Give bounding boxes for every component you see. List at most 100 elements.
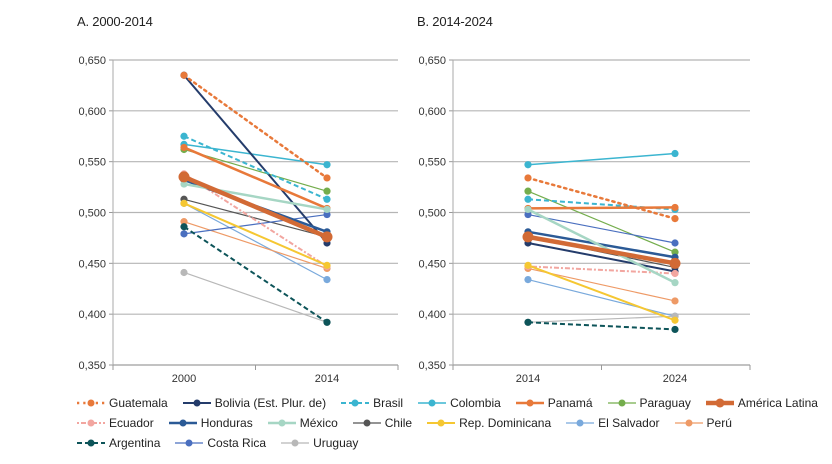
- series-rep-dominicana: [180, 199, 331, 269]
- legend-item: Uruguay: [280, 436, 358, 450]
- legend-label: Brasil: [373, 396, 404, 410]
- data-point: [671, 269, 679, 278]
- data-point: [524, 161, 532, 169]
- series-line: [527, 230, 676, 259]
- legend-item: Costa Rica: [174, 436, 266, 450]
- y-tick-label: 0,450: [418, 258, 446, 270]
- data-point: [671, 316, 679, 324]
- legend-item: Rep. Dominicana: [426, 416, 551, 430]
- legend-swatch: [515, 399, 544, 407]
- data-point: [180, 71, 188, 79]
- data-point: [671, 325, 679, 334]
- series-uruguay: [180, 268, 331, 326]
- y-tick-label: 0,350: [418, 360, 446, 372]
- legend-swatch: [175, 439, 204, 447]
- series-line: [183, 202, 328, 267]
- legend-item: América Latina: [705, 396, 818, 410]
- series-america-latina: [522, 231, 681, 269]
- legend-label: Colombia: [450, 396, 501, 410]
- series-line: [183, 74, 328, 244]
- data-point: [669, 257, 681, 269]
- legend-item: México: [267, 416, 338, 430]
- legend-label: El Salvador: [598, 416, 660, 430]
- data-point: [323, 210, 331, 219]
- data-point: [323, 318, 331, 326]
- data-point: [180, 268, 188, 277]
- x-tick-label: 2014: [315, 373, 339, 385]
- legend-label: América Latina: [737, 396, 818, 410]
- legend-row: Ecuador Honduras México Chile Rep. Dominican…: [76, 413, 796, 433]
- legend-item: Honduras: [168, 416, 253, 430]
- series-line: [527, 315, 676, 323]
- legend-item: Bolivia (Est. Plur. de): [182, 396, 326, 410]
- legend-label: Perú: [706, 416, 732, 430]
- legend-swatch: [427, 419, 456, 427]
- legend-item: Panamá: [515, 396, 593, 410]
- series-mexico: [524, 205, 679, 287]
- series-costa-rica: [180, 210, 331, 238]
- legend-swatch: [352, 419, 381, 427]
- series-line: [183, 135, 328, 201]
- series-line: [527, 264, 676, 322]
- legend-item: Chile: [352, 416, 412, 430]
- legend-item: Argentina: [76, 436, 160, 450]
- data-point: [671, 149, 679, 158]
- data-point: [180, 199, 188, 207]
- legend-label: Argentina: [109, 436, 161, 450]
- series-line: [183, 225, 328, 324]
- data-point: [671, 215, 679, 223]
- series-line: [527, 152, 676, 166]
- series-line: [183, 271, 328, 323]
- legend-swatch: [182, 399, 211, 407]
- legend-label: Bolivia (Est. Plur. de): [214, 396, 327, 410]
- legend-label: Guatemala: [109, 396, 168, 410]
- data-point: [524, 261, 532, 269]
- data-point: [180, 132, 188, 140]
- data-point: [524, 195, 532, 203]
- data-point: [180, 223, 188, 231]
- legend-swatch: [77, 439, 105, 447]
- y-tick-label: 0,500: [78, 208, 106, 220]
- data-point: [524, 318, 532, 326]
- y-tick-label: 0,550: [418, 157, 446, 169]
- panel-title-a: A. 2000-2014: [77, 14, 153, 29]
- series-line: [183, 213, 328, 235]
- data-point: [323, 205, 331, 214]
- data-point: [321, 231, 333, 243]
- series-line: [183, 221, 328, 269]
- x-tick-label: 2014: [516, 373, 540, 385]
- slope-charts: 0,350 0,400 0,450 0,500 0,550 0,600 0,650 2000 2…: [78, 55, 751, 385]
- data-point: [524, 276, 532, 284]
- data-point: [524, 174, 532, 182]
- legend-label: Uruguay: [313, 436, 359, 450]
- legend-item: Ecuador: [76, 416, 154, 430]
- series-brasil: [180, 132, 331, 203]
- series-line: [182, 74, 329, 180]
- legend-swatch: [281, 439, 310, 447]
- series-argentina: [524, 318, 679, 334]
- data-point: [671, 203, 679, 212]
- series-argentina: [180, 223, 331, 326]
- legend-label: México: [299, 416, 338, 430]
- legend-item: Guatemala: [76, 396, 168, 410]
- data-point: [323, 161, 331, 169]
- legend-swatch: [341, 399, 370, 407]
- legend-swatch: [566, 419, 595, 427]
- data-point: [180, 218, 188, 226]
- legend-swatch: [674, 419, 703, 427]
- y-tick-label: 0,550: [78, 157, 106, 169]
- data-point: [522, 231, 534, 243]
- series-line: [183, 198, 328, 238]
- data-point: [323, 276, 331, 284]
- legend-item: Perú: [674, 416, 732, 430]
- data-point: [671, 297, 679, 305]
- data-point: [323, 261, 331, 269]
- legend-label: Rep. Dominicana: [459, 416, 552, 430]
- data-point: [178, 171, 190, 183]
- data-point: [180, 180, 188, 188]
- data-point: [180, 143, 188, 152]
- series-costa-rica: [524, 210, 679, 247]
- data-point: [524, 210, 532, 219]
- legend-item: Brasil: [340, 396, 403, 410]
- legend-label: Chile: [384, 416, 413, 430]
